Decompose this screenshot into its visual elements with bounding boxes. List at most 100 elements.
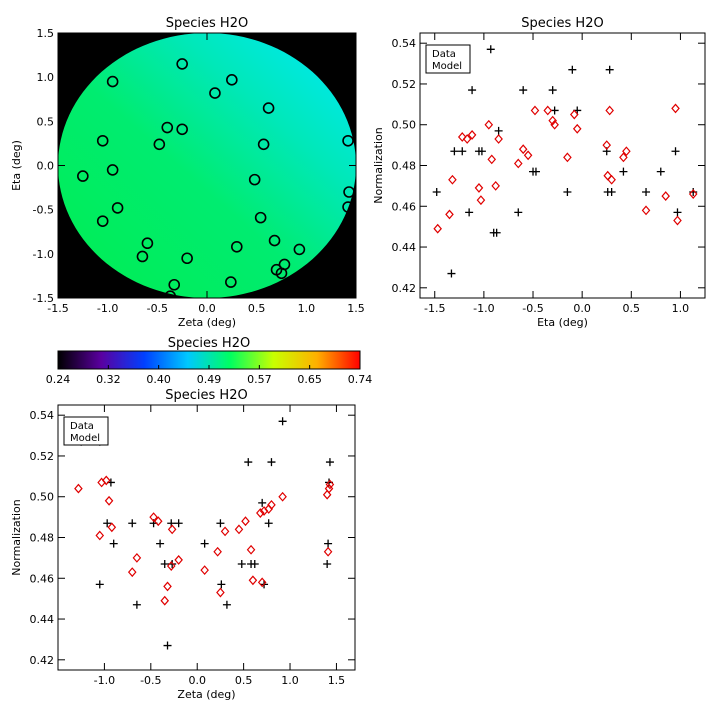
zeta-model-point [323,546,333,557]
eta-model-point [688,189,698,199]
colorbar-tick-label: 0.57 [247,373,272,386]
zeta-ytick-label: 0.46 [30,572,55,585]
zeta-model-point [127,567,137,578]
eta-data-point [563,188,572,196]
station-marker [181,252,193,265]
map-xtick-label: 0.0 [198,302,216,315]
map-ytick-label: 1.5 [37,27,55,40]
eta-xtick-label: 1.0 [672,302,690,315]
zeta-model-point [74,483,83,494]
eta-model-point [673,215,682,226]
eta-data-point [519,86,528,95]
eta-model-point [462,134,472,144]
zeta-model-point [216,587,225,598]
zeta-model-point [153,516,163,527]
station-marker [136,250,149,263]
zeta-series-model [74,475,335,606]
eta-ytick-label: 0.46 [392,200,417,213]
zeta-model-point [325,479,335,490]
eta-data-point [673,208,682,217]
eta-model-point [484,119,494,130]
eta-data-point [619,167,628,176]
eta-model-point [550,119,559,130]
map-title: Species H2O [166,16,248,31]
zeta-data-point [325,458,334,467]
zeta-xlabel: Zeta (deg) [177,688,235,701]
eta-model-point [548,115,557,126]
station-marker [96,134,109,147]
eta-legend-data: Data [432,49,456,60]
zeta-data-point [132,600,141,609]
eta-model-point [433,223,442,234]
zeta-model-point [278,491,287,502]
map-xtick-label: 1.0 [298,302,316,315]
station-marker [225,276,237,288]
zeta-model-point [234,524,244,535]
eta-model-point [494,134,503,144]
eta-xtick-label: 0.0 [573,302,591,315]
eta-data-point [514,208,523,217]
zeta-data-point [250,560,259,568]
eta-model-point [491,180,500,191]
station-marker [168,278,181,291]
map-ytick-label: -1.0 [33,248,54,261]
zeta-data-point [324,539,333,548]
eta-legend-model: Model [432,61,462,72]
eta-xtick-label: -1.5 [424,302,445,315]
eta-data-point [447,269,456,278]
station-marker [164,290,177,298]
zeta-legend-model: Model [70,433,100,444]
zeta-data-point [237,560,246,568]
eta-data-point [642,188,651,196]
map-ytick-label: 0.5 [37,115,55,128]
eta-data-point [605,65,614,74]
station-marker [257,138,270,151]
station-marker [176,123,188,136]
eta-model-point [607,174,616,185]
eta-data-point [450,147,459,156]
zeta-model-point [95,530,105,541]
zeta-ytick-label: 0.50 [30,491,55,504]
map-ylabel: Eta (deg) [10,140,23,191]
zeta-data-point [323,560,332,568]
eta-model-point [619,152,628,163]
zeta-data-point [216,519,225,528]
zeta-data-point [109,539,118,548]
eta-xtick-label: -1.0 [473,302,494,315]
eta-model-point [622,146,631,157]
eta-data-point [486,45,495,54]
map-ytick-label: 0.0 [37,160,55,173]
zeta-model-point [104,495,114,506]
station-marker [231,240,243,253]
station-marker [268,234,281,247]
zeta-model-point [256,508,265,518]
map-ytick-label: 1.0 [37,71,55,84]
eta-data-point [458,147,467,156]
zeta-model-point [163,581,172,592]
eta-ylabel: Normalization [372,127,385,203]
eta-model-point [445,209,454,220]
colorbar-tick-label: 0.40 [146,373,171,386]
zeta-model-point [101,475,111,486]
map-ytick-label: -1.5 [33,292,54,305]
zeta-model-point [167,524,177,535]
zeta-model-point [257,577,267,588]
station-marker [96,215,109,227]
map-xtick-label: 0.5 [248,302,266,315]
zeta-ytick-label: 0.54 [30,409,55,422]
zeta-data-point [163,641,172,650]
eta-xtick-label: 0.5 [623,302,641,315]
zeta-legend-box [63,416,109,446]
zeta-series-data [77,417,334,650]
zeta-xtick-label: -1.0 [94,674,115,687]
zeta-data-point [200,539,209,548]
eta-model-point [476,195,486,206]
map-xtick-label: -1.5 [47,302,68,315]
zeta-ytick-label: 0.44 [30,613,55,626]
eta-data-point [548,86,557,95]
map-axes [57,32,357,299]
eta-series-model [433,103,698,234]
zeta-data-point [267,458,276,467]
